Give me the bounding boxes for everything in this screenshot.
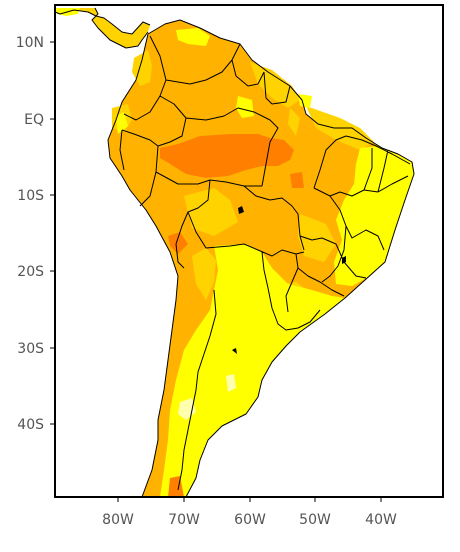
pale-yellow-spot bbox=[226, 374, 236, 392]
x-ticks bbox=[117, 497, 382, 502]
country-borders bbox=[119, 35, 411, 491]
yellow-east bbox=[334, 146, 414, 286]
x-tick-label: 50W bbox=[299, 512, 331, 528]
x-tick-label: 80W bbox=[102, 512, 134, 528]
yellow-patch-north bbox=[176, 28, 210, 46]
y-tick-label: 10N bbox=[16, 35, 44, 51]
map-frame bbox=[54, 4, 444, 498]
y-axis-labels: 10N EQ 10S 20S 30S 40S bbox=[16, 35, 44, 433]
central-america-land bbox=[55, 8, 150, 48]
continent-outline bbox=[107, 19, 415, 497]
yellow-patch-coast bbox=[116, 112, 128, 134]
yellow-patch-amazon bbox=[236, 96, 254, 118]
x-tick-label: 70W bbox=[168, 512, 200, 528]
yellow-patch-amazon bbox=[298, 94, 312, 108]
x-tick-label: 60W bbox=[234, 512, 266, 528]
y-tick-label: 10S bbox=[17, 188, 44, 204]
y-tick-label: 30S bbox=[17, 341, 44, 357]
y-tick-label: EQ bbox=[24, 112, 44, 128]
level-patch bbox=[184, 188, 238, 236]
level-patch bbox=[298, 214, 336, 262]
dark-orange-patch bbox=[168, 232, 188, 254]
level-patch bbox=[192, 248, 216, 300]
x-axis-labels: 80W 70W 60W 50W 40W bbox=[102, 512, 397, 528]
map-plot-area bbox=[55, 5, 443, 497]
level-patch bbox=[288, 108, 300, 136]
y-ticks bbox=[50, 41, 55, 425]
dark-orange-amazon bbox=[160, 134, 294, 178]
y-tick-label: 40S bbox=[17, 417, 44, 433]
x-tick-label: 40W bbox=[365, 512, 397, 528]
yellow-south bbox=[160, 244, 345, 497]
dark-orange-patch bbox=[290, 172, 304, 188]
central-america-outline bbox=[55, 7, 151, 49]
y-tick-label: 20S bbox=[17, 264, 44, 280]
